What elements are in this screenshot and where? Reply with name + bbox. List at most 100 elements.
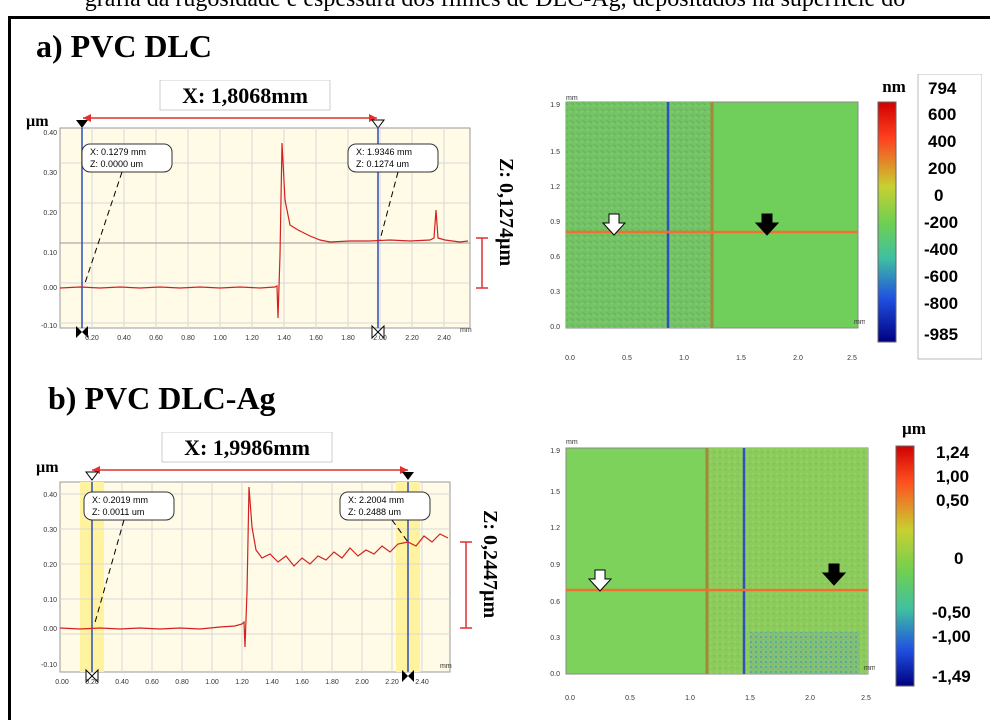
svg-text:1.5: 1.5 bbox=[550, 489, 560, 496]
scale-bar bbox=[895, 445, 915, 687]
svg-text:0.80: 0.80 bbox=[181, 335, 195, 342]
svg-text:X: 1.9346 mm: X: 1.9346 mm bbox=[356, 147, 412, 157]
x-tick-labels: 0.20 0.40 0.60 0.80 1.00 1.20 1.40 1.60 … bbox=[85, 335, 451, 342]
svg-text:0.60: 0.60 bbox=[145, 679, 159, 686]
svg-text:-0,50: -0,50 bbox=[932, 603, 971, 622]
svg-text:2.20: 2.20 bbox=[385, 679, 399, 686]
svg-text:0.9: 0.9 bbox=[550, 219, 560, 226]
svg-text:1.2: 1.2 bbox=[550, 525, 560, 532]
cursor-marker-icon bbox=[76, 326, 82, 338]
x-measure-box bbox=[161, 432, 333, 463]
map-x-ticks: 0.0 0.5 1.0 1.5 2.0 2.5 bbox=[565, 355, 857, 362]
svg-text:2.0: 2.0 bbox=[793, 355, 803, 362]
svg-text:1,24: 1,24 bbox=[936, 443, 970, 462]
svg-text:0.40: 0.40 bbox=[43, 130, 57, 137]
svg-text:-985: -985 bbox=[924, 325, 958, 344]
svg-text:0.3: 0.3 bbox=[550, 635, 560, 642]
svg-text:2.5: 2.5 bbox=[861, 695, 871, 702]
x-unit-label: mm bbox=[440, 663, 452, 670]
svg-text:2.00: 2.00 bbox=[355, 679, 369, 686]
svg-text:-0.10: -0.10 bbox=[41, 662, 57, 669]
svg-text:0.40: 0.40 bbox=[117, 335, 131, 342]
svg-text:1.9: 1.9 bbox=[550, 102, 560, 109]
arrow-right-icon bbox=[369, 114, 377, 122]
scale-unit: nm bbox=[882, 77, 906, 96]
cursor-marker-icon bbox=[377, 324, 385, 340]
cursor-marker-icon bbox=[371, 324, 379, 340]
panel-b-profile-chart: X: 1,9986mm µm X: 0.2019 mm Z: 0.0011 um… bbox=[36, 432, 501, 686]
figure-caption: grafia da rugosidade e espessura dos fil… bbox=[0, 0, 990, 13]
svg-text:Z: 0.2488 um: Z: 0.2488 um bbox=[348, 507, 401, 517]
x-tick-labels: 0.00 0.20 0.40 0.60 0.80 1.00 1.20 1.40 … bbox=[55, 679, 429, 686]
svg-text:-600: -600 bbox=[924, 267, 958, 286]
cursor-marker-icon bbox=[91, 668, 99, 684]
scale-labels: 794 600 400 200 0 -200 -400 -600 -800 -9… bbox=[924, 79, 958, 344]
svg-text:2.40: 2.40 bbox=[437, 335, 451, 342]
svg-text:0.00: 0.00 bbox=[55, 679, 69, 686]
svg-text:1.5: 1.5 bbox=[745, 695, 755, 702]
svg-text:-800: -800 bbox=[924, 294, 958, 313]
y-axis-unit: mm bbox=[566, 439, 578, 446]
svg-text:0: 0 bbox=[934, 186, 943, 205]
svg-text:2.20: 2.20 bbox=[405, 335, 419, 342]
svg-text:-1,49: -1,49 bbox=[932, 667, 971, 686]
z-measure-label: Z: 0,2447µm bbox=[479, 510, 501, 619]
svg-text:0.0: 0.0 bbox=[550, 324, 560, 331]
y-tick-labels: 0.40 0.30 0.20 0.10 0.00 -0.10 bbox=[41, 130, 57, 330]
svg-text:0.60: 0.60 bbox=[149, 335, 163, 342]
svg-text:0.00: 0.00 bbox=[43, 626, 57, 633]
svg-text:-200: -200 bbox=[924, 213, 958, 232]
svg-text:1.60: 1.60 bbox=[295, 679, 309, 686]
svg-text:1.2: 1.2 bbox=[550, 184, 560, 191]
panel-a-title: a) PVC DLC bbox=[36, 28, 212, 64]
svg-text:2.5: 2.5 bbox=[847, 355, 857, 362]
z-measure-label: Z: 0,1274µm bbox=[495, 158, 517, 267]
figure-frame bbox=[8, 16, 990, 720]
y-unit-label: µm bbox=[36, 459, 59, 476]
svg-text:0.6: 0.6 bbox=[550, 599, 560, 606]
white-arrow-icon bbox=[601, 213, 627, 236]
svg-text:0.0: 0.0 bbox=[565, 355, 575, 362]
svg-text:794: 794 bbox=[928, 79, 957, 98]
svg-text:2.40: 2.40 bbox=[415, 679, 429, 686]
svg-text:Z: 0.0000 um: Z: 0.0000 um bbox=[90, 159, 143, 169]
cursor-1-callout: X: 0.1279 mm Z: 0.0000 um bbox=[81, 143, 173, 287]
svg-text:1.5: 1.5 bbox=[736, 355, 746, 362]
y-axis-unit: mm bbox=[566, 95, 578, 102]
cursor-marker-icon bbox=[76, 120, 88, 128]
svg-text:X: 0.2019 mm: X: 0.2019 mm bbox=[92, 495, 148, 505]
cursor-marker-icon bbox=[82, 326, 88, 338]
svg-text:1.0: 1.0 bbox=[685, 695, 695, 702]
rough-region bbox=[566, 102, 712, 328]
svg-text:0.30: 0.30 bbox=[43, 527, 57, 534]
svg-text:0: 0 bbox=[954, 549, 963, 568]
svg-text:1.40: 1.40 bbox=[277, 335, 291, 342]
svg-text:0.00: 0.00 bbox=[43, 285, 57, 292]
x-measure-box bbox=[159, 80, 331, 111]
cursor-marker-icon bbox=[85, 471, 99, 481]
panel-a-profile-chart: X: 1,8068mm µm X: 0.1279 mm Z: 0.0000 um… bbox=[26, 80, 517, 342]
panel-b-surface-map: mm 1.9 1.5 1.2 0.9 0.6 0.3 0.0 0.0 0.5 1… bbox=[550, 439, 875, 702]
cursor-1-callout: X: 0.2019 mm Z: 0.0011 um bbox=[83, 491, 175, 627]
svg-text:X: 0.1279 mm: X: 0.1279 mm bbox=[90, 147, 146, 157]
map-x-unit: mm bbox=[864, 665, 875, 672]
scale-labels-box bbox=[917, 74, 982, 360]
svg-text:1.00: 1.00 bbox=[205, 679, 219, 686]
svg-text:0.20: 0.20 bbox=[85, 335, 99, 342]
svg-text:-0.10: -0.10 bbox=[41, 323, 57, 330]
map-y-ticks: 1.9 1.5 1.2 0.9 0.6 0.3 0.0 bbox=[550, 102, 560, 331]
x-measure-label: X: 1,9986mm bbox=[184, 435, 310, 460]
svg-text:1.40: 1.40 bbox=[265, 679, 279, 686]
map-x-unit: mm bbox=[854, 319, 865, 326]
svg-text:1.9: 1.9 bbox=[550, 448, 560, 455]
map-x-ticks: 0.0 0.5 1.0 1.5 2.0 2.5 bbox=[565, 695, 871, 702]
scale-labels: 1,24 1,00 0,50 0 -0,50 -1,00 -1,49 bbox=[932, 443, 971, 686]
white-arrow-icon bbox=[587, 569, 613, 592]
black-arrow-icon bbox=[754, 213, 780, 236]
svg-text:0.0: 0.0 bbox=[550, 671, 560, 678]
panel-b-color-scale: µm 1,24 1,00 0,50 0 -0,50 -1,00 -1,49 bbox=[895, 419, 971, 687]
svg-text:0.0: 0.0 bbox=[565, 695, 575, 702]
svg-text:0.40: 0.40 bbox=[115, 679, 129, 686]
cursor-2-callout: X: 1.9346 mm Z: 0.1274 um bbox=[347, 143, 439, 241]
svg-text:0.5: 0.5 bbox=[622, 355, 632, 362]
